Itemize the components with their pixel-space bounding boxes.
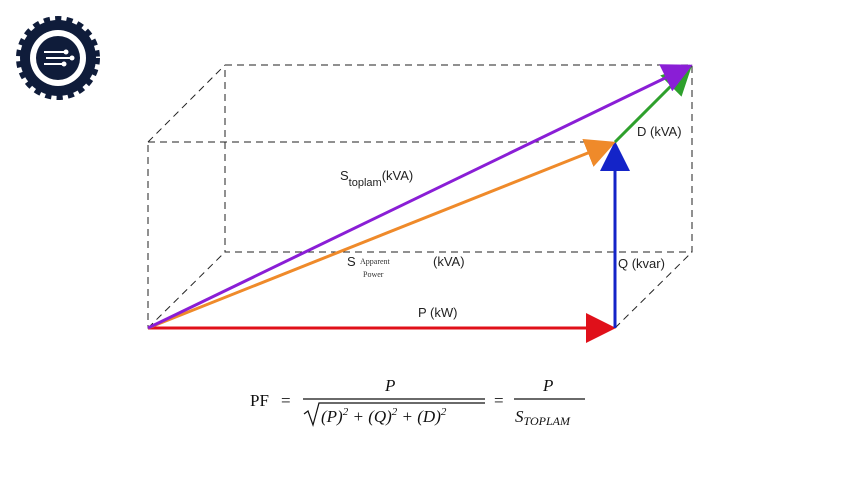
formula: PF = P (P)2 + (Q)2 + (D)2 = P STOPLAM	[250, 376, 585, 428]
q-label: Q (kvar)	[618, 256, 665, 271]
s-apparent-sub1: Apparent	[360, 257, 391, 266]
s-apparent-unit: (kVA)	[433, 254, 465, 269]
formula-eq: =	[281, 391, 291, 410]
s-apparent-sub2: Power	[363, 270, 384, 279]
logo	[16, 16, 100, 100]
s-apparent-vector	[147, 139, 616, 330]
s-apparent-label: S	[347, 254, 356, 269]
d-label: D (kVA)	[637, 124, 682, 139]
formula-num: P	[542, 376, 553, 395]
s-total-vector	[147, 64, 693, 330]
formula-num: P	[384, 376, 395, 395]
formula-den: STOPLAM	[515, 407, 571, 428]
formula-eq: =	[494, 391, 504, 410]
p-label: P (kW)	[418, 305, 457, 320]
s-total-label: Stoplam(kVA)	[340, 168, 413, 189]
formula-den: (P)2 + (Q)2 + (D)2	[321, 406, 447, 426]
formula-lhs: PF	[250, 391, 269, 410]
